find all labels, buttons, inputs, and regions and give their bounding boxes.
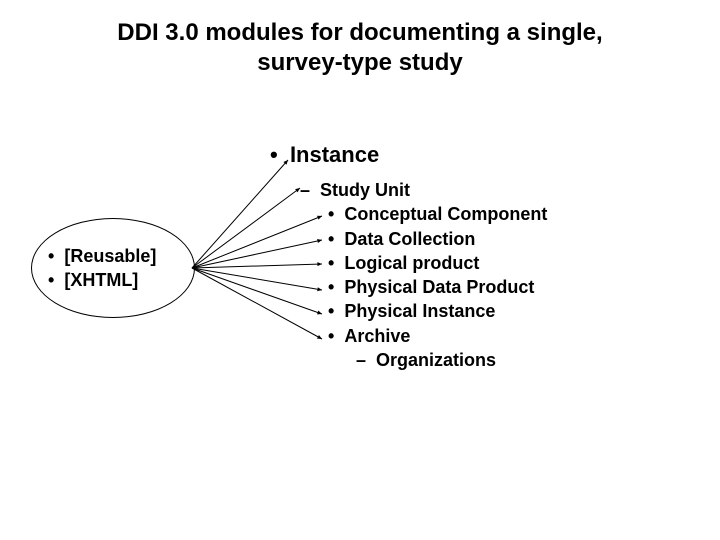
hierarchy-item: • Physical Instance [328, 299, 547, 323]
title-line-2: survey-type study [257, 49, 462, 76]
hierarchy-list: – Study Unit • Conceptual Component • Da… [300, 178, 547, 372]
ellipse-item-2: • [XHTML] [48, 268, 156, 292]
ellipse-item-1: • [Reusable] [48, 244, 156, 268]
instance-node: • Instance [270, 142, 379, 168]
hierarchy-item: • Logical product [328, 251, 547, 275]
hierarchy-item: • Physical Data Product [328, 275, 547, 299]
hierarchy-item: • Data Collection [328, 227, 547, 251]
instance-label: Instance [290, 142, 379, 167]
study-unit-row: – Study Unit [300, 178, 547, 202]
ellipse-items: • [Reusable] • [XHTML] [48, 244, 156, 293]
instance-bullet: • [270, 142, 278, 167]
hierarchy-item: • Archive [328, 324, 547, 348]
hierarchy-item: • Conceptual Component [328, 202, 547, 226]
title-line-1: DDI 3.0 modules for documenting a single… [117, 19, 602, 46]
study-unit-label: Study Unit [320, 180, 410, 200]
hierarchy-subitem: – Organizations [328, 348, 547, 372]
slide-title: DDI 3.0 modules for documenting a single… [0, 18, 720, 78]
